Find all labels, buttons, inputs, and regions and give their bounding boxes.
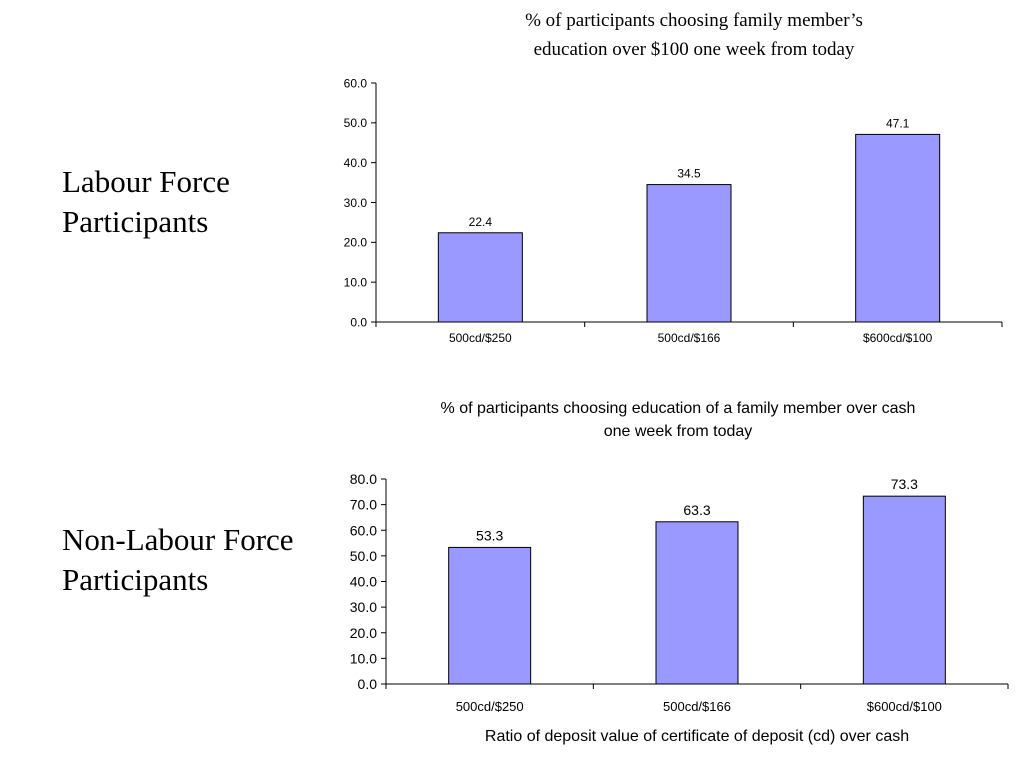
- chart-bottom-y-tick-label: 0.0: [358, 676, 378, 692]
- chart-bottom-y-tick-label: 70.0: [350, 497, 377, 513]
- non-labour-force-label: Non-Labour Force Participants: [62, 520, 294, 600]
- chart-top-y-tick-label: 60.0: [344, 76, 368, 90]
- chart-bottom-category-label: $600cd/$100: [867, 699, 942, 714]
- chart-top-y-tick-label: 0.0: [350, 315, 367, 329]
- chart-bottom-title-line: % of participants choosing education of …: [441, 400, 916, 417]
- chart-bottom-bar: [655, 521, 739, 685]
- chart-top-y-tick-label: 30.0: [344, 196, 368, 210]
- chart-top-bar: [646, 184, 732, 323]
- chart-top-bar: [437, 232, 523, 323]
- chart-bottom-y-tick-label: 80.0: [350, 471, 377, 487]
- labour-force-label-line2: Participants: [62, 204, 209, 239]
- chart-top-data-label: 22.4: [469, 215, 493, 229]
- chart-bottom-y-tick-label: 30.0: [350, 599, 377, 615]
- chart-bottom-data-label: 73.3: [891, 476, 918, 492]
- chart-bottom-bar: [448, 546, 532, 685]
- chart-top-bar: [855, 133, 941, 323]
- chart-bottom-x-axis-label: Ratio of deposit value of certificate of…: [485, 728, 909, 745]
- non-labour-force-label-line1: Non-Labour Force: [62, 522, 294, 557]
- chart-bottom-bar: [862, 495, 946, 685]
- chart-bottom-y-tick-label: 40.0: [350, 574, 377, 590]
- chart-top-title-line: education over $100 one week from today: [534, 39, 855, 60]
- chart-top-y-tick-label: 20.0: [344, 236, 368, 250]
- labour-force-label-line1: Labour Force: [62, 164, 230, 199]
- labour-force-label: Labour Force Participants: [62, 162, 230, 242]
- chart-bottom-category-label: 500cd/$250: [456, 699, 524, 714]
- chart-top-data-label: 47.1: [886, 116, 910, 130]
- chart-bottom-title-line: one week from today: [604, 423, 753, 440]
- chart-bottom-category-label: 500cd/$166: [663, 699, 731, 714]
- chart-bottom-y-tick-label: 10.0: [350, 650, 377, 666]
- chart-top-title-line: % of participants choosing family member…: [525, 10, 863, 31]
- chart-bottom-y-tick-label: 20.0: [350, 625, 377, 641]
- chart-bottom-y-tick-label: 60.0: [350, 522, 377, 538]
- chart-top-y-tick-label: 10.0: [344, 275, 368, 289]
- non-labour-force-label-line2: Participants: [62, 562, 209, 597]
- chart-bottom-data-label: 53.3: [476, 527, 503, 543]
- chart-top-category-label: $600cd/$100: [863, 331, 933, 345]
- chart-top-y-tick-label: 50.0: [344, 116, 368, 130]
- chart-bottom-data-label: 63.3: [683, 502, 710, 518]
- chart-bottom-y-tick-label: 50.0: [350, 548, 377, 564]
- chart-top-data-label: 34.5: [677, 167, 701, 181]
- chart-top-category-label: 500cd/$166: [658, 331, 721, 345]
- chart-top-y-tick-label: 40.0: [344, 156, 368, 170]
- chart-top-category-label: 500cd/$250: [449, 331, 512, 345]
